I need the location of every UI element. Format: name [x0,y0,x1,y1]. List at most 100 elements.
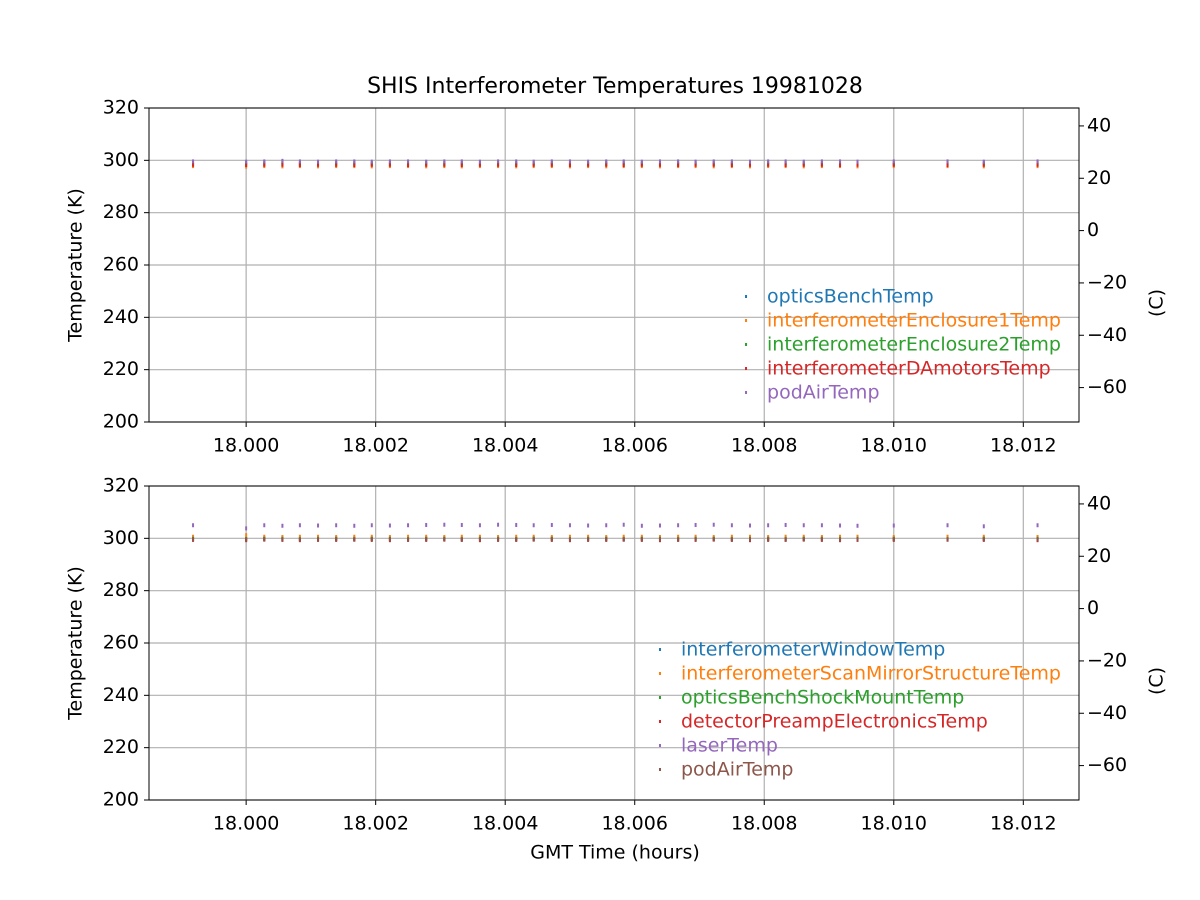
y2-tick-label: −60 [1087,754,1127,776]
point [245,537,248,542]
legend-marker [745,343,748,346]
point [353,537,356,542]
y-axis-label: Temperature (K) [65,188,87,343]
point [694,534,697,539]
y2-tick-label: 40 [1087,114,1111,136]
point [640,162,643,167]
point [892,162,895,167]
point [335,162,338,167]
legend-marker [745,367,748,370]
point [317,523,320,528]
plot-frame [148,107,1080,423]
y2-axis-label: (C) [1146,667,1168,695]
point [802,523,805,528]
y-tick-label: 280 [103,201,139,223]
point [298,159,301,164]
point [605,162,608,167]
point [568,534,571,539]
point [317,537,320,542]
point [712,159,715,164]
y-tick-label: 320 [103,475,139,497]
point [317,162,320,167]
point [784,163,787,168]
chart-title: SHIS Interferometer Temperatures 1998102… [367,74,863,99]
legend-marker [745,295,748,298]
point [532,523,535,528]
x-tick-label: 18.002 [342,435,408,457]
point [749,534,752,539]
legend-label: detectorPreampElectronicsTemp [681,711,988,733]
legend-marker [745,391,748,394]
plot-frame [148,485,1080,801]
point [497,159,500,164]
point [192,537,195,542]
point [946,523,949,528]
point [532,162,535,167]
point [767,162,770,167]
point [443,159,446,164]
point [784,522,787,527]
y-tick-label: 200 [103,411,139,433]
y2-tick-label: 0 [1087,219,1099,241]
point [694,537,697,542]
x-tick-label: 18.000 [213,813,279,835]
x-tick-label: 18.006 [601,813,667,835]
point [730,163,733,168]
legend-marker [658,648,661,651]
point [640,537,643,542]
point [1036,162,1039,167]
point [820,159,823,164]
point [478,162,481,167]
point [694,162,697,167]
point [587,523,590,528]
point [460,537,463,542]
y2-tick-label: −60 [1087,376,1127,398]
point [192,159,195,164]
point [767,159,770,164]
point [460,163,463,168]
y2-tick-label: 0 [1087,597,1099,619]
y-tick-label: 220 [103,358,139,380]
point [946,159,949,164]
point [388,523,391,528]
point [1036,523,1039,528]
point [658,537,661,542]
point [605,159,608,164]
point [532,537,535,542]
point [443,162,446,167]
point [730,537,733,542]
x-tick-label: 18.000 [213,435,279,457]
point [658,162,661,167]
point [281,158,284,163]
point [281,162,284,167]
y-tick-label: 260 [103,632,139,654]
point [478,537,481,542]
legend-label: interferometerEnclosure1Temp [767,310,1061,332]
legend-label: opticsBenchShockMountTemp [681,687,964,709]
x-tick-label: 18.006 [601,435,667,457]
point [587,534,590,539]
point [839,159,842,164]
point [856,534,859,539]
point [839,523,842,528]
y-tick-label: 260 [103,254,139,276]
y2-axis-label: (C) [1146,289,1168,317]
point [335,523,338,528]
point [640,523,643,528]
point [802,159,805,164]
point [407,159,410,164]
point [730,159,733,164]
point [478,523,481,528]
point [749,523,752,528]
y2-tick-label: −20 [1087,271,1127,293]
x-tick-label: 18.010 [861,813,927,835]
point [245,526,248,531]
point [605,537,608,542]
point [677,537,680,542]
point [425,159,428,164]
point [497,537,500,542]
point [712,537,715,542]
y2-tick-label: −40 [1087,324,1127,346]
legend-label: laserTemp [681,735,778,757]
point [370,534,373,539]
